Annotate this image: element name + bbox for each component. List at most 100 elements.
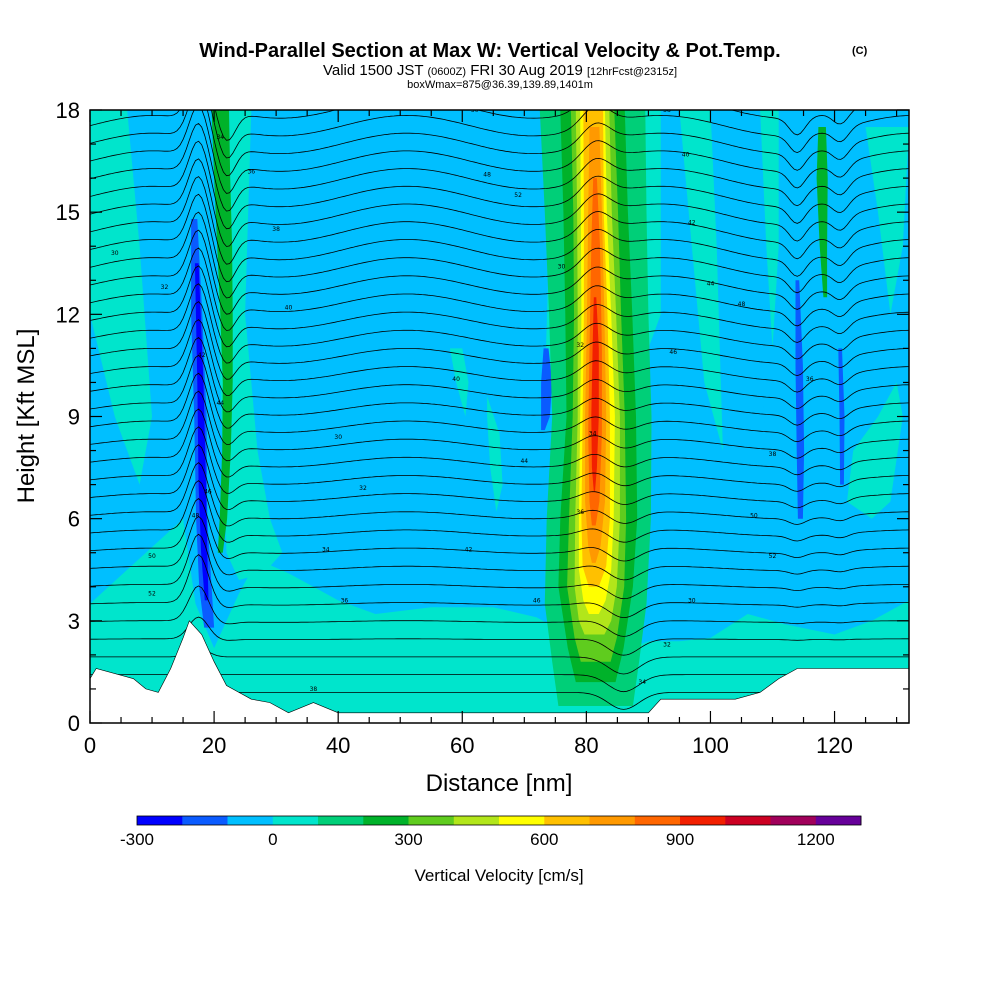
theta-contour — [90, 122, 909, 212]
w-region — [194, 263, 209, 601]
y-tick-label: 9 — [68, 405, 80, 430]
theta-contour-label: 30 — [111, 250, 119, 257]
theta-contour-label: 42 — [198, 352, 206, 359]
w-region — [541, 348, 553, 431]
subtitle-date: FRI 30 Aug 2019 — [470, 62, 583, 79]
theta-contour — [90, 140, 909, 230]
theta-contour-label: 44 — [216, 400, 224, 407]
theta-label-text: 48 — [192, 512, 200, 519]
colorbar-tick-label: 900 — [666, 830, 694, 849]
theta-contour — [90, 515, 909, 581]
colorbar-swatch — [770, 816, 817, 825]
colorbar-swatch — [499, 816, 545, 825]
colorbar-swatch — [408, 816, 455, 825]
colorbar-tick-label: 600 — [530, 830, 558, 849]
theta-contour-label: 44 — [520, 458, 528, 465]
colorbar-swatch — [680, 816, 726, 825]
theta-contour-label: 48 — [738, 301, 746, 308]
colorbar-tick-label: 300 — [394, 830, 422, 849]
theta-label-text: 40 — [682, 151, 690, 158]
theta-contour — [90, 647, 909, 675]
theta-label-text: 52 — [769, 553, 777, 560]
theta-contour — [90, 480, 909, 543]
theta-label-text: 48 — [483, 172, 491, 179]
theta-label-text: 40 — [452, 376, 460, 383]
y-tick-label: 15 — [56, 200, 80, 225]
x-tick-label: 40 — [326, 733, 350, 758]
theta-contour — [90, 585, 909, 637]
theta-contour-label: 38 — [272, 226, 280, 233]
theta-contour-label: 36 — [341, 597, 349, 604]
theta-contour-label: 48 — [483, 172, 491, 179]
theta-label-text: 34 — [589, 431, 597, 438]
colorbar-swatch — [272, 816, 319, 825]
w-region — [217, 161, 233, 383]
theta-label-text: 32 — [663, 642, 671, 649]
theta-label-text: 30 — [334, 434, 342, 441]
subtitle-forecast: [12hrFcst@2315z] — [587, 66, 677, 78]
theta-contour-label: 32 — [359, 485, 367, 492]
theta-label-text: 34 — [216, 134, 224, 141]
y-tick-label: 6 — [68, 507, 80, 532]
theta-label-text: 32 — [576, 342, 584, 349]
theta-contour — [90, 110, 909, 159]
w-region — [90, 518, 909, 723]
y-tick-label: 18 — [56, 98, 80, 123]
chart-subtitle-2: boxWmax=875@36.39,139.89,1401m — [407, 79, 593, 91]
colorbar: -300 0 300 600 900 1200 — [120, 815, 862, 849]
x-tick-label: 120 — [816, 733, 853, 758]
theta-contour — [90, 283, 909, 364]
theta-contour-label: 46 — [669, 349, 677, 356]
theta-contour-label: 50 — [750, 512, 758, 519]
terrain — [90, 620, 909, 723]
theta-contour — [90, 390, 909, 462]
theta-contour — [90, 247, 909, 331]
theta-contour-label: 34 — [216, 134, 224, 141]
chart-subtitle: Valid 1500 JST (0600Z) FRI 30 Aug 2019 [… — [323, 62, 677, 79]
theta-label-text: 32 — [161, 284, 169, 291]
theta-contour-label: 36 — [806, 376, 814, 383]
theta-label-text: 34 — [322, 546, 330, 553]
theta-label-text: 38 — [663, 107, 671, 114]
theta-contour — [90, 533, 909, 600]
theta-contour-label: 32 — [663, 642, 671, 649]
colorbar-swatch — [227, 816, 274, 825]
w-region — [795, 280, 805, 519]
subtitle-valid: Valid 1500 JST — [323, 62, 423, 79]
theta-contour — [90, 554, 909, 619]
theta-label-text: 36 — [341, 597, 349, 604]
colorbar-swatch — [182, 816, 228, 825]
theta-contour-label: 46 — [204, 488, 212, 495]
theta-contour — [90, 265, 909, 348]
theta-contour-label: 52 — [148, 591, 156, 598]
w-region — [847, 382, 903, 519]
theta-contour — [90, 497, 909, 562]
colorbar-swatch — [725, 816, 771, 825]
theta-label-text: 36 — [576, 509, 584, 516]
theta-label-text: 44 — [707, 281, 715, 288]
theta-contour-label: 30 — [334, 434, 342, 441]
w-region — [865, 127, 909, 315]
theta-contour-label: 32 — [576, 342, 584, 349]
w-region — [838, 348, 845, 485]
theta-contour — [90, 110, 909, 194]
theta-label-text: 46 — [204, 488, 212, 495]
theta-label-text: 36 — [247, 168, 255, 175]
theta-label-text: 50 — [750, 512, 758, 519]
theta-contour-label: 32 — [161, 284, 169, 291]
theta-contour — [90, 462, 909, 527]
theta-contour-labels: 30 32 34 36 38 40 42 44 46 48 50 52 30 32 34 36 38 40 42 44… — [111, 107, 814, 693]
theta-contour-label: 52 — [514, 192, 522, 199]
w-region — [449, 348, 469, 417]
theta-contour — [90, 426, 909, 494]
colorbar-swatch — [589, 816, 636, 825]
theta-contour-label: 52 — [769, 553, 777, 560]
x-tick-label: 60 — [450, 733, 474, 758]
colorbar-swatch — [137, 816, 183, 825]
chart-title: Wind-Parallel Section at Max W: Vertical… — [199, 40, 780, 62]
theta-label-text: 42 — [465, 546, 473, 553]
theta-contour-label: 38 — [769, 451, 777, 458]
colorbar-tick-label: -300 — [120, 830, 154, 849]
theta-label-text: 30 — [688, 597, 696, 604]
